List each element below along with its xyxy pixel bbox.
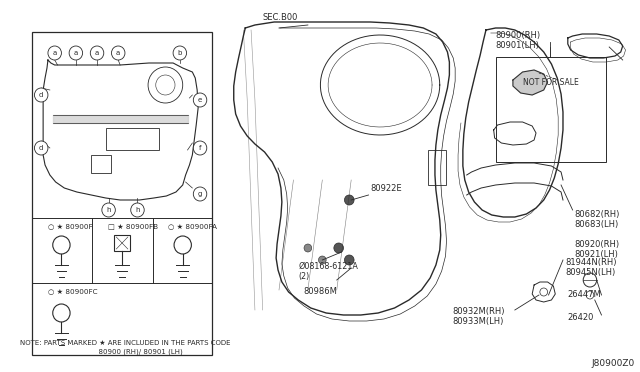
Circle shape: [344, 255, 354, 265]
Text: 80932M(RH): 80932M(RH): [452, 307, 505, 316]
Circle shape: [304, 244, 312, 252]
Text: d: d: [39, 145, 44, 151]
Text: h: h: [106, 207, 111, 213]
Circle shape: [48, 46, 61, 60]
Text: 80933M(LH): 80933M(LH): [452, 317, 504, 326]
Circle shape: [319, 256, 326, 264]
Text: 26420: 26420: [568, 313, 594, 322]
Text: 80901(LH): 80901(LH): [495, 41, 540, 50]
Text: □ ★ 80900FB: □ ★ 80900FB: [108, 224, 157, 230]
Text: a: a: [116, 50, 120, 56]
Circle shape: [131, 203, 144, 217]
Text: b: b: [178, 50, 182, 56]
Text: 80900(RH): 80900(RH): [495, 31, 541, 40]
Text: 80920(RH): 80920(RH): [575, 240, 620, 249]
Text: SEC.B00: SEC.B00: [262, 13, 298, 22]
Circle shape: [193, 187, 207, 201]
Text: a: a: [95, 50, 99, 56]
Bar: [31, 32, 212, 355]
Text: a: a: [52, 50, 57, 56]
Text: 81944N(RH): 81944N(RH): [565, 258, 616, 267]
Circle shape: [69, 46, 83, 60]
Text: Ø08168-6121A
(2): Ø08168-6121A (2): [298, 262, 358, 281]
Text: h: h: [135, 207, 140, 213]
Bar: [495, 57, 606, 162]
Circle shape: [102, 203, 115, 217]
Circle shape: [90, 46, 104, 60]
Bar: [115, 235, 130, 251]
Text: 80986M: 80986M: [303, 287, 337, 296]
Circle shape: [193, 93, 207, 107]
Text: 26447M: 26447M: [568, 290, 602, 299]
Text: f: f: [199, 145, 202, 151]
Text: d: d: [39, 92, 44, 98]
Circle shape: [344, 195, 354, 205]
Text: NOT FOR SALE: NOT FOR SALE: [523, 77, 579, 87]
Text: 80921(LH): 80921(LH): [575, 250, 618, 259]
Circle shape: [35, 88, 48, 102]
Text: J80900Z0: J80900Z0: [591, 359, 634, 368]
Bar: [428, 150, 445, 185]
Text: 80922E: 80922E: [371, 184, 402, 193]
Text: g: g: [198, 191, 202, 197]
Text: ○ ★ 80900FC: ○ ★ 80900FC: [48, 289, 97, 295]
Text: 80945N(LH): 80945N(LH): [565, 268, 615, 277]
Text: 80682(RH): 80682(RH): [575, 210, 620, 219]
Circle shape: [111, 46, 125, 60]
Text: ○ ★ 80900FA: ○ ★ 80900FA: [168, 224, 217, 230]
Circle shape: [173, 46, 187, 60]
Circle shape: [334, 243, 344, 253]
Text: ○ ★ 80900F: ○ ★ 80900F: [48, 224, 93, 230]
Bar: [92, 155, 111, 173]
Text: e: e: [198, 97, 202, 103]
Text: NOTE: PARTS MARKED ★ ARE INCLUDED IN THE PARTS CODE
              80900 (RH)/ 80: NOTE: PARTS MARKED ★ ARE INCLUDED IN THE…: [20, 340, 230, 355]
Polygon shape: [513, 70, 548, 95]
Bar: [106, 128, 159, 150]
Circle shape: [35, 141, 48, 155]
Circle shape: [193, 141, 207, 155]
Text: a: a: [74, 50, 78, 56]
Text: 80683(LH): 80683(LH): [575, 220, 619, 229]
